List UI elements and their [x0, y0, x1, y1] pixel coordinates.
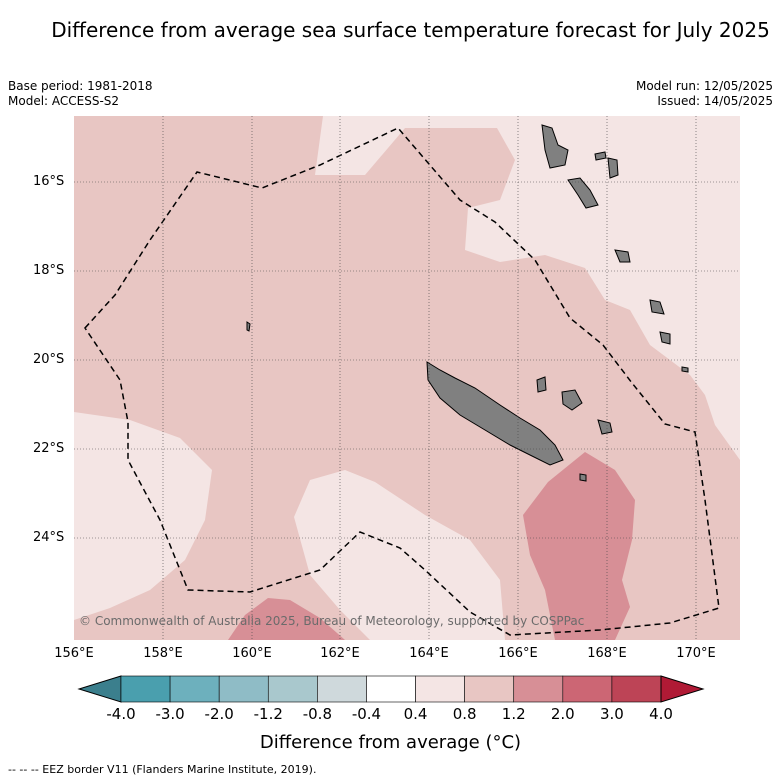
lon-label: 160°E [232, 646, 272, 661]
lat-label: 22°S [33, 441, 65, 456]
colorbar-tick-label: 0.8 [452, 705, 477, 723]
lat-label: 20°S [33, 352, 65, 367]
colorbar-tick-label: 3.0 [599, 705, 624, 723]
land-masses [246, 124, 689, 482]
lon-label: 166°E [498, 646, 538, 661]
lon-label: 162°E [320, 646, 360, 661]
lon-label: 158°E [143, 646, 183, 661]
eez-footnote: -- -- -- EEZ border V11 (Flanders Marine… [8, 763, 317, 776]
chesterfield [246, 321, 587, 482]
loyalty-islands [536, 376, 613, 435]
base-period: Base period: 1981-2018 [8, 79, 153, 93]
eez-border [84, 127, 720, 636]
colorbar-tick-label: -4.0 [106, 705, 136, 723]
copyright-notice: © Commonwealth of Australia 2025, Bureau… [79, 614, 585, 628]
lat-label: 16°S [33, 174, 65, 189]
lon-label: 168°E [587, 646, 627, 661]
issued-date: Issued: 14/05/2025 [657, 94, 773, 108]
new-caledonia [426, 361, 564, 466]
vanuatu-north [541, 124, 569, 169]
vanuatu-south [614, 249, 689, 373]
colorbar-tick-label: 0.4 [403, 705, 428, 723]
lat-label: 18°S [33, 263, 65, 278]
colorbar-tick-label: 1.2 [501, 705, 526, 723]
colorbar-tick-label: -0.4 [351, 705, 382, 723]
colorbar-tick-label: 4.0 [649, 705, 673, 723]
colorbar-tick-label: -0.8 [302, 705, 332, 723]
model-run: Model run: 12/05/2025 [635, 79, 773, 93]
lon-label: 164°E [409, 646, 449, 661]
colorbar-tick-label: 2.0 [550, 705, 575, 723]
light-region-west [74, 412, 212, 620]
colorbar-tick-label: -2.0 [204, 705, 234, 723]
meta-right: Model run: 12/05/2025 Issued: 14/05/2025 [636, 79, 773, 109]
model-name: Model: ACCESS-S2 [8, 94, 120, 108]
lon-label: 170°E [676, 646, 716, 661]
vanuatu-central [567, 151, 619, 209]
meta-left: Base period: 1981-2018 Model: ACCESS-S2 [8, 79, 153, 109]
colorbar-tick-label: -3.0 [155, 705, 185, 723]
light-region-south [294, 470, 505, 640]
lat-label: 24°S [33, 530, 65, 545]
colorbar-label: Difference from average (°C) [259, 732, 522, 753]
colorbar-tick-label: -1.2 [253, 705, 283, 723]
warm-region-south [228, 598, 345, 640]
chart-title: Difference from average sea surface temp… [51, 18, 770, 42]
light-region-north [315, 116, 740, 460]
graticule [74, 116, 740, 640]
lon-label: 156°E [54, 646, 94, 661]
